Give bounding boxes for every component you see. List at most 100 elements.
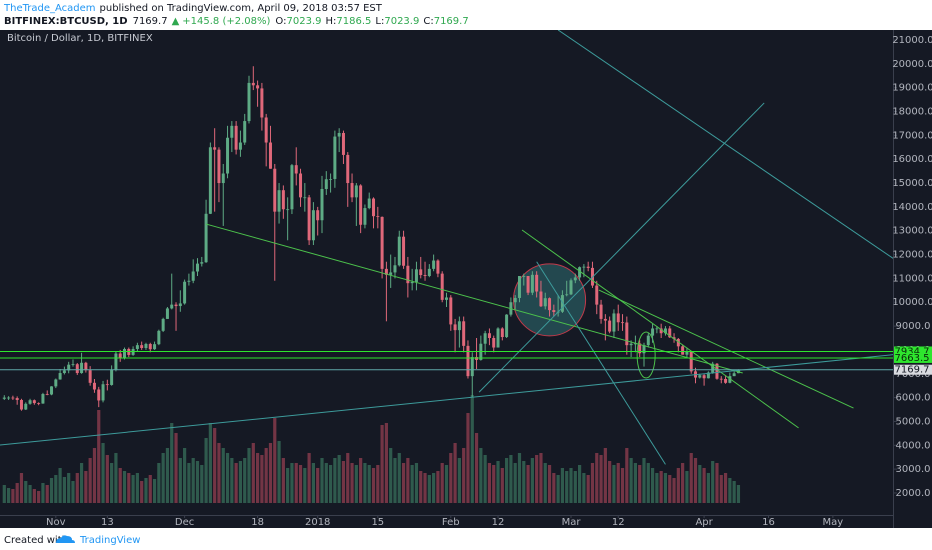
x-tick-label: Dec [175, 517, 194, 528]
volume-bar [234, 463, 238, 503]
volume-bar [539, 453, 543, 503]
level-tag [894, 352, 932, 363]
volume-bar [642, 458, 646, 503]
candle-body [277, 190, 281, 212]
candle-body [105, 384, 109, 386]
volume-bar [711, 461, 715, 503]
candle-body [311, 210, 315, 241]
volume-bar [307, 453, 311, 503]
trend-line [598, 289, 854, 409]
candle-body [299, 173, 303, 198]
volume-bar [152, 479, 157, 503]
candle-body [256, 85, 260, 89]
volume-bar [629, 458, 633, 503]
volume-bar [114, 453, 118, 503]
y-tick-label: 10000.0 [892, 297, 932, 308]
volume-bar [62, 477, 66, 503]
volume-bar [58, 468, 62, 503]
volume-bar [213, 428, 217, 503]
volume-bar [681, 463, 685, 503]
volume-bar [638, 465, 642, 503]
candle-body [457, 321, 461, 331]
candle-body [397, 236, 401, 266]
x-tick-label: 12 [492, 517, 505, 528]
ohlc-value: 7169.7 [434, 16, 469, 27]
volume-bar [736, 485, 741, 503]
candle-body [552, 310, 556, 313]
volume-bar [174, 433, 178, 503]
candle-body [380, 216, 384, 269]
candle-body [80, 362, 84, 374]
volume-bar [311, 463, 316, 503]
candle-body [672, 337, 676, 339]
candle-body [281, 190, 285, 210]
candle-body [526, 276, 530, 293]
volume-bar [328, 465, 333, 503]
ohlc-value: 7023.9 [287, 16, 322, 27]
candle-body [539, 291, 543, 307]
footer-brand[interactable]: TradingView [79, 535, 140, 546]
volume-bar [238, 461, 243, 503]
candle-body [414, 269, 418, 282]
candle-body [500, 328, 504, 338]
volume-bar [131, 475, 135, 503]
volume-bar [693, 458, 698, 503]
volume-bar [560, 468, 565, 503]
candle-body [638, 343, 642, 354]
volume-bar [419, 471, 423, 503]
author-link[interactable]: TheTrade_Academ [3, 3, 96, 14]
volume-bar [401, 463, 406, 503]
candle-body [157, 330, 161, 345]
volume-bar [277, 441, 281, 503]
volume-bar [6, 488, 11, 503]
candle-body [633, 343, 637, 345]
candle-body [423, 275, 427, 277]
volume-bar [273, 418, 277, 503]
volume-bar [316, 468, 320, 503]
candle-body [97, 389, 101, 401]
y-tick-label: 16000.0 [892, 154, 932, 165]
volume-bar [423, 473, 427, 503]
published-text: published on TradingView.com, April 09, … [100, 3, 383, 14]
candle-body [569, 280, 573, 295]
candle-body [393, 265, 397, 273]
y-tick-label: 6000.0 [896, 393, 931, 404]
volume-bar [84, 471, 88, 503]
volume-bar [582, 473, 586, 503]
candle-body [359, 185, 363, 225]
volume-bar [380, 425, 384, 503]
candle-body [621, 322, 625, 324]
volume-bar [183, 448, 187, 503]
candle-body [187, 280, 191, 282]
candle-body [513, 297, 517, 303]
x-tick-label: 16 [762, 517, 775, 528]
volume-bar [255, 453, 260, 503]
candle-body [612, 313, 616, 332]
volume-bar [444, 465, 449, 503]
volume-bar [178, 458, 182, 503]
candle-body [92, 382, 96, 390]
candle-body [329, 178, 333, 180]
candle-body [140, 345, 144, 349]
volume-bar [453, 443, 457, 503]
change: +145.8 (+2.08%) [182, 16, 270, 27]
candle-body [445, 297, 448, 300]
candle-body [217, 149, 221, 184]
candle-body [286, 209, 290, 211]
candle-body [2, 397, 6, 399]
volume-bar [543, 463, 547, 503]
volume-bar [260, 455, 264, 503]
candle-body [123, 348, 127, 358]
candle-body [603, 318, 607, 321]
ohlc-value: 7186.5 [336, 16, 371, 27]
candle-body [367, 198, 371, 209]
candle-body [101, 384, 105, 401]
candle-body [565, 294, 569, 296]
x-tick-label: Mar [562, 517, 582, 528]
y-tick-label: 15000.0 [892, 178, 932, 189]
trend-line [478, 102, 765, 393]
volume-bar [97, 410, 101, 503]
symbol: BITFINEX:BTCUSD, 1D [4, 16, 128, 27]
volume-bar [37, 491, 41, 503]
volume-bar [19, 473, 24, 503]
